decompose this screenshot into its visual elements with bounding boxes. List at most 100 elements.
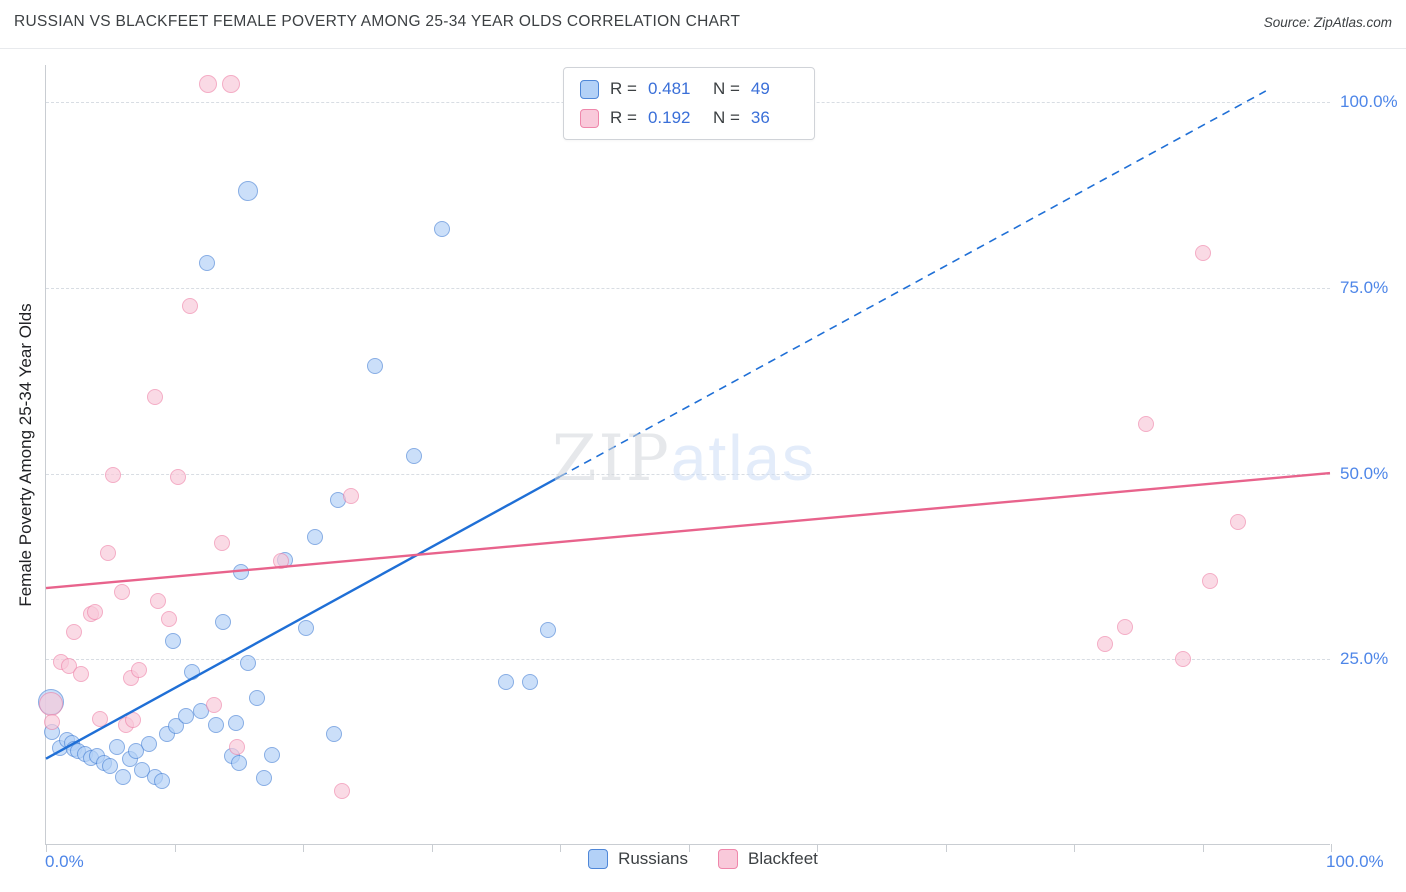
gridline	[46, 287, 1330, 289]
point-russians	[522, 673, 539, 690]
x-tick-mark	[431, 844, 433, 852]
n-value-russians: 49	[750, 79, 770, 98]
point-blackfeet	[99, 545, 116, 562]
point-blackfeet	[104, 467, 121, 484]
y-tick-label: 50.0%	[1340, 463, 1389, 483]
point-blackfeet	[44, 714, 61, 731]
point-blackfeet	[1230, 513, 1247, 530]
point-russians	[178, 708, 195, 725]
point-russians	[198, 254, 215, 271]
point-russians	[433, 221, 450, 238]
point-blackfeet	[113, 584, 130, 601]
point-russians	[140, 735, 157, 752]
point-russians	[297, 620, 314, 637]
y-axis-title: Female Poverty Among 25-34 Year Olds	[16, 303, 35, 607]
point-blackfeet	[86, 604, 103, 621]
point-russians	[115, 768, 132, 785]
point-blackfeet	[1117, 619, 1134, 636]
point-russians	[366, 357, 383, 374]
r-value-blackfeet: 0.192	[647, 108, 691, 127]
point-russians	[237, 180, 258, 201]
plot-area	[38, 65, 1332, 852]
stats-row-blackfeet: R = 0.192 N = 36	[580, 108, 798, 128]
point-blackfeet	[1175, 651, 1192, 668]
point-russians	[540, 621, 557, 638]
x-tick-mark	[1074, 844, 1075, 852]
point-blackfeet	[1194, 244, 1211, 261]
x-tick-mark	[817, 844, 818, 852]
r-value-russians: 0.481	[647, 79, 691, 98]
trend-line-russians-dashed	[559, 90, 1267, 478]
point-blackfeet	[39, 691, 64, 716]
point-russians	[165, 632, 182, 649]
x-axis-min-label: 0.0%	[45, 852, 84, 871]
legend-item-blackfeet[interactable]: Blackfeet	[717, 849, 818, 869]
point-blackfeet	[222, 74, 241, 93]
gridline	[46, 473, 1330, 475]
x-tick-mark	[303, 844, 304, 852]
x-tick-mark	[945, 844, 947, 852]
y-tick-label: 25.0%	[1340, 649, 1389, 669]
point-blackfeet	[198, 74, 217, 93]
n-label: N =	[712, 108, 740, 127]
x-tick-mark	[688, 844, 690, 852]
russians-legend-swatch	[588, 849, 609, 869]
point-blackfeet	[1096, 636, 1113, 653]
point-russians	[264, 747, 281, 764]
russians-swatch	[580, 79, 599, 99]
point-russians	[325, 725, 342, 742]
r-label: R =	[610, 79, 637, 98]
point-blackfeet	[1137, 415, 1154, 432]
source-link[interactable]: Source: ZipAtlas.com	[1263, 15, 1392, 30]
point-blackfeet	[342, 487, 359, 504]
point-russians	[230, 755, 247, 772]
russians-legend-label: Russians	[618, 849, 688, 868]
series-legend: Russians Blackfeet	[0, 849, 1406, 869]
r-label: R =	[610, 108, 637, 127]
point-blackfeet	[125, 712, 142, 729]
point-russians	[306, 528, 323, 545]
point-blackfeet	[229, 738, 246, 755]
gridline	[46, 659, 1330, 661]
point-russians	[215, 614, 232, 631]
point-blackfeet	[1202, 573, 1219, 590]
point-blackfeet	[170, 469, 187, 486]
point-blackfeet	[273, 553, 290, 570]
y-tick-label: 75.0%	[1340, 277, 1389, 297]
legend-item-russians[interactable]: Russians	[588, 849, 688, 869]
page-title: RUSSIAN VS BLACKFEET FEMALE POVERTY AMON…	[14, 13, 741, 30]
x-tick-mark	[560, 844, 561, 852]
x-tick-mark	[174, 844, 176, 852]
point-russians	[405, 447, 422, 464]
point-russians	[228, 715, 245, 732]
x-axis-max-label: 100.0%	[1326, 852, 1384, 871]
point-blackfeet	[149, 593, 166, 610]
blackfeet-legend-label: Blackfeet	[747, 849, 818, 868]
x-tick-mark	[46, 844, 47, 852]
y-tick-label: 100.0%	[1340, 92, 1398, 112]
n-label: N =	[712, 79, 740, 98]
point-russians	[248, 689, 265, 706]
point-blackfeet	[72, 666, 89, 683]
n-value-blackfeet: 36	[750, 108, 770, 127]
stats-row-russians: R = 0.481 N = 49	[580, 79, 798, 99]
point-russians	[256, 770, 273, 787]
point-blackfeet	[214, 535, 231, 552]
x-tick-mark	[1331, 844, 1332, 852]
point-russians	[207, 716, 224, 733]
header-divider	[0, 48, 1406, 49]
point-russians	[498, 673, 515, 690]
point-blackfeet	[130, 661, 147, 678]
point-russians	[153, 773, 170, 790]
point-blackfeet	[181, 298, 198, 315]
point-blackfeet	[66, 623, 83, 640]
point-russians	[108, 738, 125, 755]
point-blackfeet	[161, 611, 178, 628]
point-blackfeet	[206, 697, 223, 714]
blackfeet-legend-swatch	[717, 849, 738, 869]
point-russians	[233, 563, 250, 580]
blackfeet-swatch	[580, 108, 599, 128]
x-tick-mark	[1202, 844, 1204, 852]
point-russians	[184, 663, 201, 680]
point-russians	[239, 655, 256, 671]
